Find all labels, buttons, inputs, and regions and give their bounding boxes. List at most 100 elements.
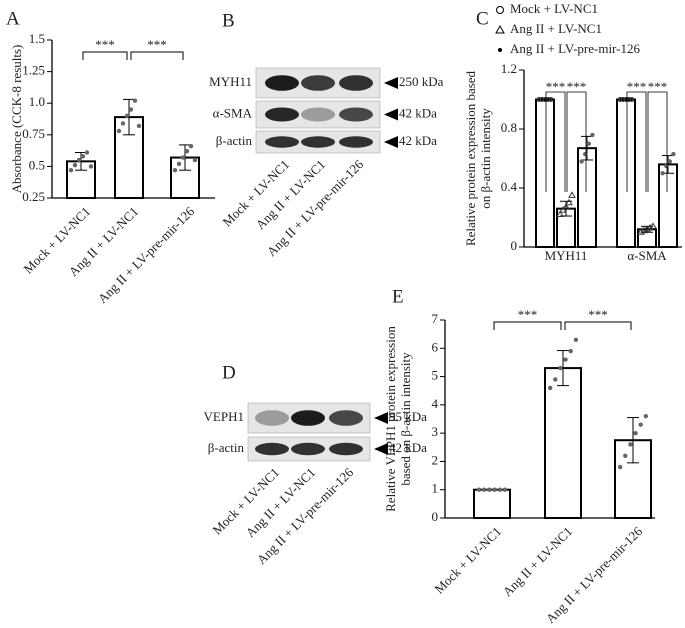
significance-label: ***	[588, 307, 608, 322]
data-point	[536, 97, 542, 102]
blot-size-label: 42 kDa	[399, 133, 437, 148]
data-point	[623, 97, 629, 102]
data-point	[184, 149, 190, 154]
legend-marker	[498, 48, 502, 52]
blot-row-label: β-actin	[216, 133, 253, 148]
x-tick-label: α-SMA	[627, 248, 667, 263]
blot-band	[339, 136, 373, 148]
data-point	[482, 487, 487, 492]
data-point	[579, 159, 584, 164]
data-point	[667, 159, 672, 164]
y-tick-label: 0.75	[22, 126, 45, 141]
bar	[658, 163, 678, 248]
significance-bracket	[564, 321, 632, 330]
data-point	[586, 141, 591, 146]
data-point	[76, 157, 82, 163]
data-point	[132, 98, 138, 103]
data-point	[492, 487, 497, 492]
data-point	[116, 128, 122, 134]
blot-arrow	[384, 77, 398, 89]
y-axis-label: Relative protein expression based	[463, 70, 478, 246]
data-point	[502, 487, 508, 492]
data-point	[640, 226, 648, 234]
data-point	[664, 163, 669, 169]
bar	[535, 98, 555, 248]
data-point	[558, 365, 563, 371]
data-point	[88, 164, 94, 169]
blot-band	[265, 75, 299, 91]
significance-bracket	[647, 91, 668, 192]
blot-band	[329, 410, 363, 426]
legend-label: Ang II + LV-pre-mir-126	[510, 41, 640, 56]
data-point	[671, 151, 676, 157]
data-point	[497, 487, 502, 492]
data-point	[563, 357, 568, 362]
blot-band	[301, 75, 335, 91]
blot-band	[291, 410, 325, 426]
blot-arrow	[374, 412, 388, 424]
data-point	[556, 210, 564, 218]
y-tick-label: 5	[432, 368, 439, 383]
panel-label: B	[222, 10, 235, 31]
y-tick-label: 1.0	[29, 94, 45, 109]
y-tick-label: 1.5	[29, 31, 45, 46]
data-point	[643, 225, 651, 232]
y-tick-label: 0.8	[501, 120, 517, 135]
y-tick-label: 0.4	[501, 179, 518, 194]
significance-bracket	[566, 91, 587, 192]
x-tick-label: MYH11	[545, 248, 588, 263]
data-point	[620, 97, 626, 102]
data-point	[633, 430, 638, 436]
data-point	[649, 222, 657, 229]
blot-arrow	[374, 443, 388, 455]
y-tick-label: 7	[432, 311, 439, 326]
y-tick-label: 1	[432, 481, 439, 496]
data-point	[128, 107, 134, 112]
y-tick-label: 0.5	[29, 157, 45, 172]
blot-row-label: MYH11	[209, 74, 252, 89]
data-point	[638, 422, 643, 427]
y-axis-label: Relative VEPH1 protein expression	[383, 326, 398, 512]
significance-label: ***	[567, 79, 587, 94]
data-point	[548, 97, 554, 102]
blot-row-label: VEPH1	[204, 409, 244, 424]
significance-bracket	[626, 91, 647, 192]
data-point	[628, 442, 633, 447]
panel-label: A	[6, 8, 20, 29]
data-point	[660, 171, 665, 176]
data-point	[562, 203, 570, 210]
data-point	[617, 464, 623, 470]
x-tick-label: Ang II + LV-pre-mir-126	[95, 203, 198, 306]
panel-label: E	[392, 286, 404, 307]
data-point	[476, 487, 482, 492]
significance-label: ***	[648, 79, 668, 94]
blot-row-label: α-SMA	[213, 105, 253, 120]
legend-label: Ang II + LV-NC1	[510, 21, 602, 36]
y-tick-label: 4	[432, 396, 439, 411]
significance-bracket	[130, 51, 184, 60]
blot-arrow	[384, 136, 398, 148]
x-tick-label: Ang II + LV-NC1	[500, 524, 576, 600]
data-point	[539, 97, 545, 102]
blot-band	[291, 442, 325, 456]
y-tick-label: 3	[432, 424, 439, 439]
y-tick-label: 0	[511, 238, 518, 253]
blot-size-label: 250 kDa	[399, 74, 444, 89]
data-point	[487, 487, 492, 492]
bar	[473, 488, 511, 520]
y-tick-label: 1.2	[501, 61, 517, 76]
legend-marker	[496, 6, 504, 14]
data-point	[590, 132, 595, 138]
data-point	[568, 191, 576, 198]
blot-band	[339, 107, 373, 122]
data-point	[617, 97, 623, 102]
data-point	[68, 167, 74, 173]
data-point	[643, 413, 649, 419]
blot-band	[265, 136, 299, 148]
y-tick-label: 0.25	[22, 189, 45, 204]
legend-marker	[495, 24, 505, 34]
blot-band	[301, 107, 335, 122]
y-tick-label: 1.25	[22, 63, 45, 78]
significance-label: ***	[518, 307, 538, 322]
